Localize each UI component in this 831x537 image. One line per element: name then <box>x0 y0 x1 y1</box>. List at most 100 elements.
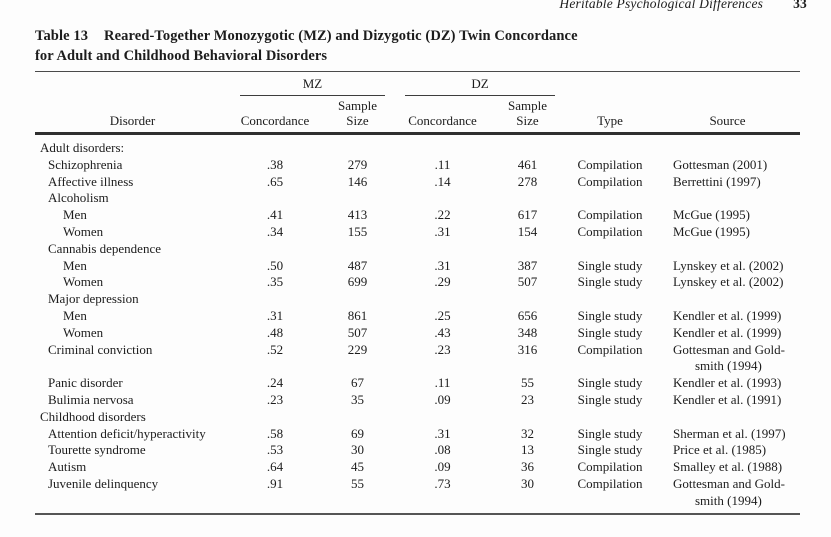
data-table: MZ DZ Disorder Concordance Sample Size C… <box>35 71 800 515</box>
mz-sample-size-cell: 413 <box>347 207 368 223</box>
table-caption-text: Reared-Together Monozygotic (MZ) and Diz… <box>104 28 578 44</box>
type-cell: Compilation <box>577 156 643 172</box>
disorder-cell: Alcoholism <box>48 190 109 206</box>
dz-sample-size-cell: 278 <box>517 173 538 189</box>
disorder-cell: Women <box>63 274 104 290</box>
dz-sample-size-cell <box>490 291 565 308</box>
mz-sample-size-cell: 155 <box>347 223 368 239</box>
dz-concordance-cell: .09 <box>434 459 451 475</box>
source-cell <box>655 291 800 308</box>
mz-sample-size-cell: 146 <box>347 173 368 189</box>
dz-concordance-cell <box>395 241 490 258</box>
dz-sample-size-cell: 348 <box>517 324 538 340</box>
type-cell <box>565 140 655 157</box>
mz-concordance-cell: .48 <box>266 324 284 340</box>
dz-concordance-cell <box>395 291 490 308</box>
disorder-cell: Major depression <box>48 291 139 307</box>
type-cell <box>565 241 655 258</box>
table-row: Schizophrenia .38 279 .11 461 Compilation Gott… <box>35 157 800 174</box>
type-cell: Single study <box>577 391 643 407</box>
mz-concordance-cell: .64 <box>266 459 284 475</box>
source-column-header: Source <box>709 113 746 128</box>
type-cell: Single study <box>577 307 643 323</box>
disorder-cell: Juvenile delinquency <box>48 475 159 491</box>
running-head-title: Heritable Psychological Differences <box>559 0 764 11</box>
dz-sample-size-cell: 507 <box>517 274 538 290</box>
table-row: Affective illness .65 146 .14 278 Compilation… <box>35 174 800 191</box>
disorder-cell: Attention deficit/hyperactivity <box>48 425 206 441</box>
disorder-column-header: Disorder <box>109 113 156 128</box>
dz-concordance-cell: .31 <box>434 257 451 273</box>
mz-concordance-cell <box>230 140 320 157</box>
type-cell: Single study <box>577 375 643 391</box>
type-cell: Compilation <box>577 223 643 239</box>
source-cell <box>655 241 800 258</box>
source-cell <box>655 409 800 426</box>
dz-sample-size-cell: 32 <box>521 425 534 441</box>
source-cell: Price et al. (1985) <box>673 442 767 458</box>
source-cell: Lynskey et al. (2002) <box>673 257 784 273</box>
table-row: Major depression <box>35 291 800 308</box>
mz-sample-size-cell: 699 <box>347 274 368 290</box>
dz-sample-size-cell: 656 <box>517 307 538 323</box>
table-row: Men .31 861 .25 656 Single study Kendler et al… <box>35 308 800 325</box>
table-group-header-row: MZ DZ <box>35 72 800 96</box>
mz-concordance-cell: .38 <box>266 156 284 172</box>
source-cell: Sherman et al. (1997) <box>673 425 786 441</box>
source-cell <box>655 190 800 207</box>
table-row: Criminal conviction .52 229 .23 316 Compilati… <box>35 342 800 376</box>
table-column-header-row: Disorder Concordance Sample Size Concord… <box>35 96 800 132</box>
mz-concordance-cell <box>230 291 320 308</box>
mz-concordance-cell: .50 <box>266 257 284 273</box>
dz-concordance-cell: .23 <box>434 341 451 357</box>
mz-sample-size-cell: 861 <box>347 307 368 323</box>
dz-sample-size-cell: 154 <box>517 223 538 239</box>
table-row: Men .50 487 .31 387 Single study Lynskey et al… <box>35 258 800 275</box>
mz-sample-size-cell <box>320 190 395 207</box>
type-cell: Single study <box>577 324 643 340</box>
dz-sample-size-cell: 36 <box>521 459 534 475</box>
table-row: Alcoholism <box>35 190 800 207</box>
table-row: Juvenile delinquency .91 55 .73 30 Compilatio… <box>35 476 800 510</box>
source-cell: Kendler et al. (1991) <box>673 391 782 407</box>
mz-concordance-column-header: Concordance <box>240 113 310 128</box>
running-head: Heritable Psychological Differences 33 <box>559 0 807 12</box>
table-body: Adult disorders: Schizophrenia .38 279 .11 46… <box>35 135 800 513</box>
source-cell: Kendler et al. (1993) <box>673 375 782 391</box>
mz-sample-size-cell: 229 <box>347 341 368 357</box>
mz-sample-size-cell <box>320 291 395 308</box>
mz-sample-size-cell: 35 <box>351 391 364 407</box>
dz-sample-size-column-header: Sample Size <box>508 98 547 128</box>
dz-sample-size-cell: 461 <box>517 156 538 172</box>
table-row: Autism .64 45 .09 36 Compilation Smalley et al… <box>35 459 800 476</box>
table-row: Women .48 507 .43 348 Single study Kendler et … <box>35 325 800 342</box>
dz-group-header: DZ <box>395 76 565 96</box>
disorder-cell: Autism <box>48 459 87 475</box>
mz-concordance-cell: .91 <box>266 475 284 491</box>
table-row: Tourette syndrome .53 30 .08 13 Single study P… <box>35 442 800 459</box>
dz-sample-size-cell: 316 <box>517 341 538 357</box>
disorder-cell: Adult disorders: <box>40 140 125 155</box>
dz-concordance-column-header: Concordance <box>408 113 477 128</box>
mz-group-header: MZ <box>230 76 395 96</box>
type-cell: Compilation <box>577 173 643 189</box>
table-row: Women .34 155 .31 154 Compilation McGue (1995) <box>35 224 800 241</box>
table-row: Adult disorders: <box>35 140 800 157</box>
mz-concordance-cell: .53 <box>266 442 284 458</box>
mz-concordance-cell <box>230 409 320 426</box>
type-cell: Compilation <box>577 341 643 357</box>
source-cell: Berrettini (1997) <box>673 173 761 189</box>
type-cell: Single study <box>577 425 643 441</box>
mz-sample-size-cell: 69 <box>351 425 364 441</box>
dz-concordance-cell: .09 <box>434 391 451 407</box>
table-row: Women .35 699 .29 507 Single study Lynskey et … <box>35 274 800 291</box>
mz-sample-size-cell <box>320 409 395 426</box>
type-cell <box>565 409 655 426</box>
type-cell: Compilation <box>577 475 643 491</box>
mz-sample-size-cell: 30 <box>351 442 364 458</box>
page-number: 33 <box>793 0 807 11</box>
type-cell <box>565 190 655 207</box>
source-cell-line2: smith (1994) <box>695 492 762 508</box>
mz-sample-size-column-header: Sample Size <box>338 98 377 128</box>
